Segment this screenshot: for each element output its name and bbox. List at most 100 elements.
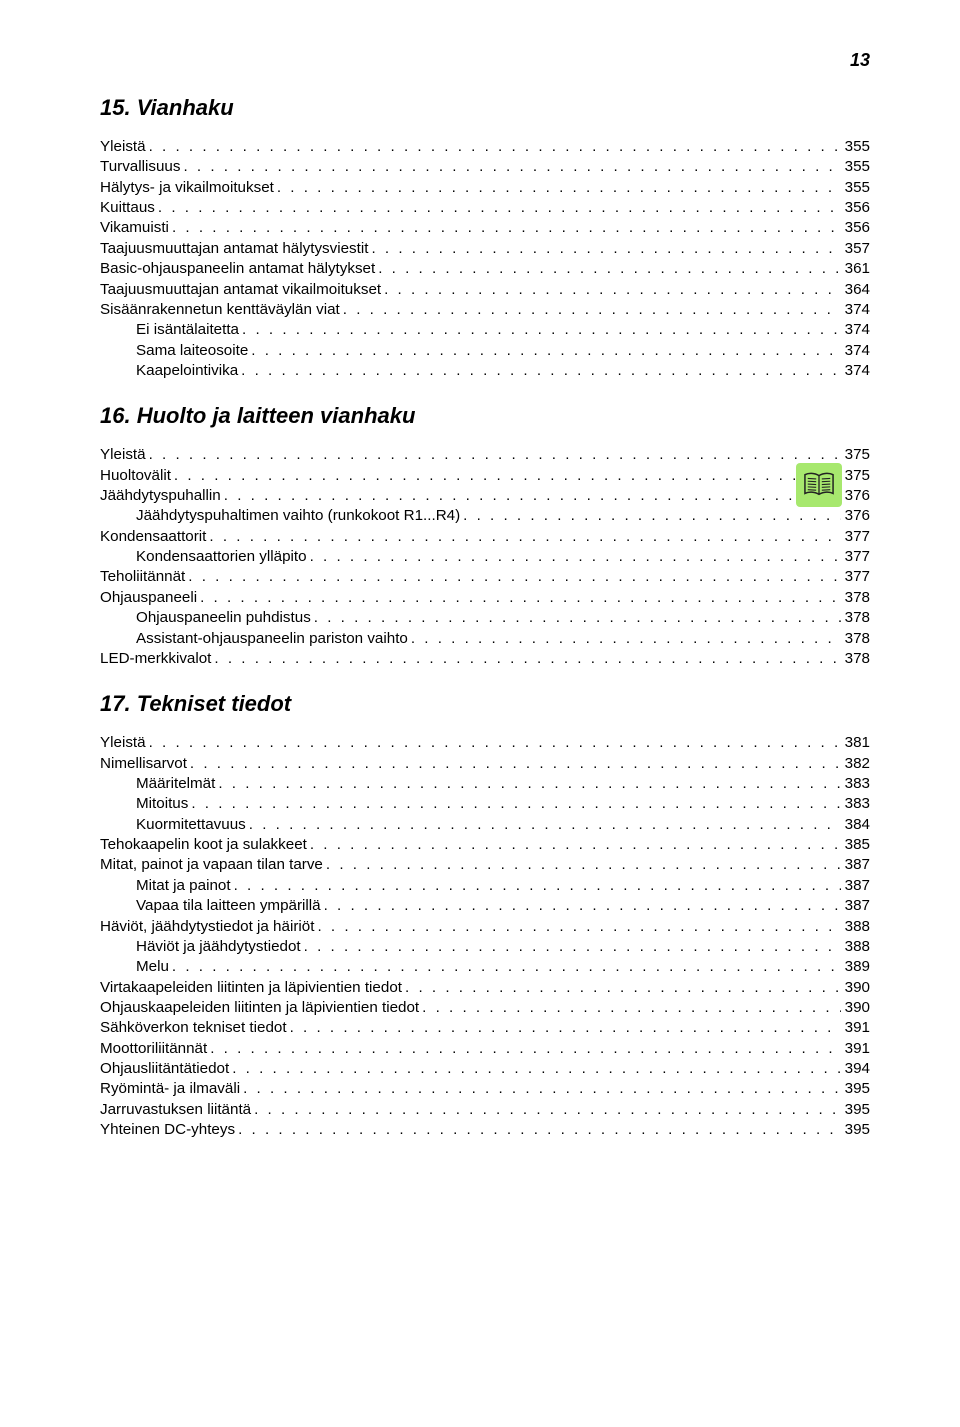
toc-leader-dots (402, 978, 841, 998)
toc-leader-dots (375, 259, 840, 279)
toc-entry: Yhteinen DC-yhteys395 (100, 1120, 870, 1140)
toc-page: 357 (841, 239, 870, 259)
toc-leader-dots (171, 466, 841, 486)
toc-leader-dots (368, 239, 840, 259)
toc-page: 378 (841, 608, 870, 628)
toc-leader-dots (240, 1079, 841, 1099)
toc-label: Kuittaus (100, 198, 155, 218)
toc-page: 364 (841, 280, 870, 300)
toc-page: 383 (841, 774, 870, 794)
toc-entry: Sisäänrakennetun kenttäväylän viat374 (100, 300, 870, 320)
toc-page: 388 (841, 917, 870, 937)
page-number: 13 (100, 50, 870, 71)
toc-page: 383 (841, 794, 870, 814)
toc-page: 377 (841, 527, 870, 547)
toc-page: 387 (841, 876, 870, 896)
toc-entry: Ohjausliitäntätiedot394 (100, 1059, 870, 1079)
toc-entry: Assistant-ohjauspaneelin pariston vaihto… (100, 629, 870, 649)
toc-entry: Ohjauspaneeli378 (100, 588, 870, 608)
toc-label: Vikamuisti (100, 218, 169, 238)
toc-entry: Turvallisuus355 (100, 157, 870, 177)
toc-page: 361 (841, 259, 870, 279)
toc-entry: Vapaa tila laitteen ympärillä 387 (100, 896, 870, 916)
toc-entry: Virtakaapeleiden liitinten ja läpivienti… (100, 978, 870, 998)
toc-page: 374 (841, 300, 870, 320)
toc-entry: Häviöt ja jäähdytystiedot 388 (100, 937, 870, 957)
toc-entry: Moottoriliitännät391 (100, 1039, 870, 1059)
toc-leader-dots (229, 1059, 840, 1079)
toc-label: Mitat ja painot (136, 876, 231, 896)
toc-label: Teholiitännät (100, 567, 185, 587)
toc-page: 377 (841, 547, 870, 567)
toc-leader-dots (188, 794, 840, 814)
chapter-entries: Yleistä375Huoltovälit375Jäähdytyspuhalli… (100, 445, 870, 669)
toc-page: 378 (841, 649, 870, 669)
toc-entry: Ryömintä- ja ilmaväli395 (100, 1079, 870, 1099)
toc-leader-dots (211, 649, 840, 669)
toc-leader-dots (187, 754, 841, 774)
toc-page: 384 (841, 815, 870, 835)
toc-label: Mitoitus (136, 794, 188, 814)
toc-leader-dots (239, 320, 841, 340)
toc-page: 387 (841, 855, 870, 875)
toc-entry: Määritelmät383 (100, 774, 870, 794)
toc-page: 374 (841, 341, 870, 361)
toc-entry: Ohjauspaneelin puhdistus 378 (100, 608, 870, 628)
toc-label: Ohjausliitäntätiedot (100, 1059, 229, 1079)
toc-label: Kuormitettavuus (136, 815, 246, 835)
toc-leader-dots (323, 855, 841, 875)
toc-label: Jäähdytyspuhaltimen vaihto (runkokoot R1… (136, 506, 460, 526)
toc-leader-dots (169, 218, 841, 238)
toc-page: 389 (841, 957, 870, 977)
toc-entry: Ohjauskaapeleiden liitinten ja läpivient… (100, 998, 870, 1018)
chapter-title: 15. Vianhaku (100, 95, 870, 121)
toc-label: Ohjauspaneeli (100, 588, 197, 608)
toc-leader-dots (287, 1018, 841, 1038)
toc-label: Kaapelointivika (136, 361, 238, 381)
toc-leader-dots (340, 300, 841, 320)
toc-entry: Kondensaattorien ylläpito377 (100, 547, 870, 567)
toc-label: Ohjauspaneelin puhdistus (136, 608, 311, 628)
toc-entry: Mitat ja painot 387 (100, 876, 870, 896)
toc-page: 388 (841, 937, 870, 957)
chapter-title: 17. Tekniset tiedot (100, 691, 870, 717)
toc-entry: Teholiitännät377 (100, 567, 870, 587)
toc-leader-dots (231, 876, 841, 896)
toc-page: 356 (841, 218, 870, 238)
toc-page: 355 (841, 178, 870, 198)
toc-leader-dots (207, 1039, 840, 1059)
toc-label: Nimellisarvot (100, 754, 187, 774)
toc-label: Sähköverkon tekniset tiedot (100, 1018, 287, 1038)
toc-leader-dots (419, 998, 841, 1018)
toc-label: Virtakaapeleiden liitinten ja läpivienti… (100, 978, 402, 998)
toc-page: 376 (841, 506, 870, 526)
toc-label: Häviöt ja jäähdytystiedot (136, 937, 301, 957)
toc-leader-dots (185, 567, 840, 587)
toc-entry: Huoltovälit375 (100, 466, 870, 486)
toc-label: Yleistä (100, 733, 146, 753)
book-icon (796, 463, 842, 507)
toc-label: Melu (136, 957, 169, 977)
toc-entry: Jarruvastuksen liitäntä395 (100, 1100, 870, 1120)
toc-leader-dots (381, 280, 841, 300)
chapter-entries: Yleistä355Turvallisuus355Hälytys- ja vik… (100, 137, 870, 381)
toc-label: Yhteinen DC-yhteys (100, 1120, 235, 1140)
toc-entry: Tehokaapelin koot ja sulakkeet385 (100, 835, 870, 855)
toc-entry: Taajuusmuuttajan antamat hälytysviestit3… (100, 239, 870, 259)
toc-entry: Kaapelointivika374 (100, 361, 870, 381)
toc-page: 390 (841, 978, 870, 998)
toc-page: 387 (841, 896, 870, 916)
toc-entry: Mitoitus 383 (100, 794, 870, 814)
toc-leader-dots (206, 527, 840, 547)
toc-entry: Melu 389 (100, 957, 870, 977)
toc-page: 390 (841, 998, 870, 1018)
toc-leader-dots (146, 733, 841, 753)
toc-entry: Yleistä375 (100, 445, 870, 465)
toc-page: 391 (841, 1018, 870, 1038)
toc-label: Tehokaapelin koot ja sulakkeet (100, 835, 307, 855)
toc-label: Hälytys- ja vikailmoitukset (100, 178, 274, 198)
toc-label: Vapaa tila laitteen ympärillä (136, 896, 321, 916)
toc-leader-dots (311, 608, 841, 628)
chapter-title: 16. Huolto ja laitteen vianhaku (100, 403, 870, 429)
toc-page: 391 (841, 1039, 870, 1059)
